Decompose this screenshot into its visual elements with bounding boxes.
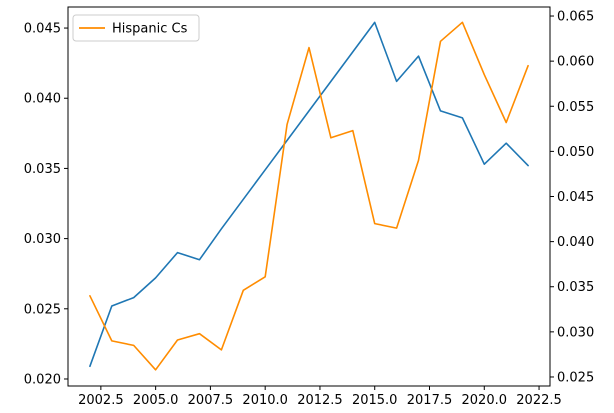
x-axis-ticks: 2002.5 2005.0 2007.5 2010.0 2012.5 2015.0 2017… — [78, 386, 562, 408]
x-tick-label: 2010.0 — [242, 393, 288, 408]
left-y-tick-label: 0.025 — [24, 302, 61, 317]
right-y-axis-ticks: 0.025 0.030 0.035 0.040 0.045 0.050 0.055 0.060… — [550, 10, 594, 385]
right-y-tick-label: 0.035 — [557, 280, 594, 295]
right-y-tick-label: 0.025 — [557, 370, 594, 385]
x-tick-label: 2022.5 — [516, 393, 562, 408]
legend: Hispanic Cs — [72, 14, 200, 42]
series-lines — [89, 21, 529, 371]
right-y-tick-label: 0.045 — [557, 190, 594, 205]
right-y-tick-label: 0.040 — [557, 235, 594, 250]
plot-area-frame — [67, 6, 551, 387]
x-tick-label: 2002.5 — [78, 393, 124, 408]
series-line-right-axis — [89, 21, 529, 371]
x-tick-label: 2015.0 — [352, 393, 398, 408]
left-y-tick-label: 0.030 — [24, 232, 61, 247]
right-y-tick-label: 0.060 — [557, 55, 594, 70]
legend-label-hispanic-cs: Hispanic Cs — [112, 22, 188, 37]
series-line-left-axis — [89, 21, 529, 368]
right-y-tick-label: 0.050 — [557, 145, 594, 160]
x-tick-label: 2017.5 — [407, 393, 453, 408]
x-tick-label: 2007.5 — [188, 393, 234, 408]
x-tick-label: 2012.5 — [297, 393, 343, 408]
x-tick-label: 2020.0 — [462, 393, 508, 408]
left-y-axis-ticks: 0.020 0.025 0.030 0.035 0.040 0.045 — [24, 22, 68, 387]
left-y-tick-label: 0.040 — [24, 92, 61, 107]
x-tick-label: 2005.0 — [133, 393, 179, 408]
right-y-tick-label: 0.030 — [557, 325, 594, 340]
right-y-tick-label: 0.065 — [557, 10, 594, 25]
legend-box — [72, 14, 200, 42]
left-y-tick-label: 0.045 — [24, 22, 61, 37]
right-y-tick-label: 0.055 — [557, 100, 594, 115]
left-y-tick-label: 0.020 — [24, 372, 61, 387]
left-y-tick-label: 0.035 — [24, 162, 61, 177]
